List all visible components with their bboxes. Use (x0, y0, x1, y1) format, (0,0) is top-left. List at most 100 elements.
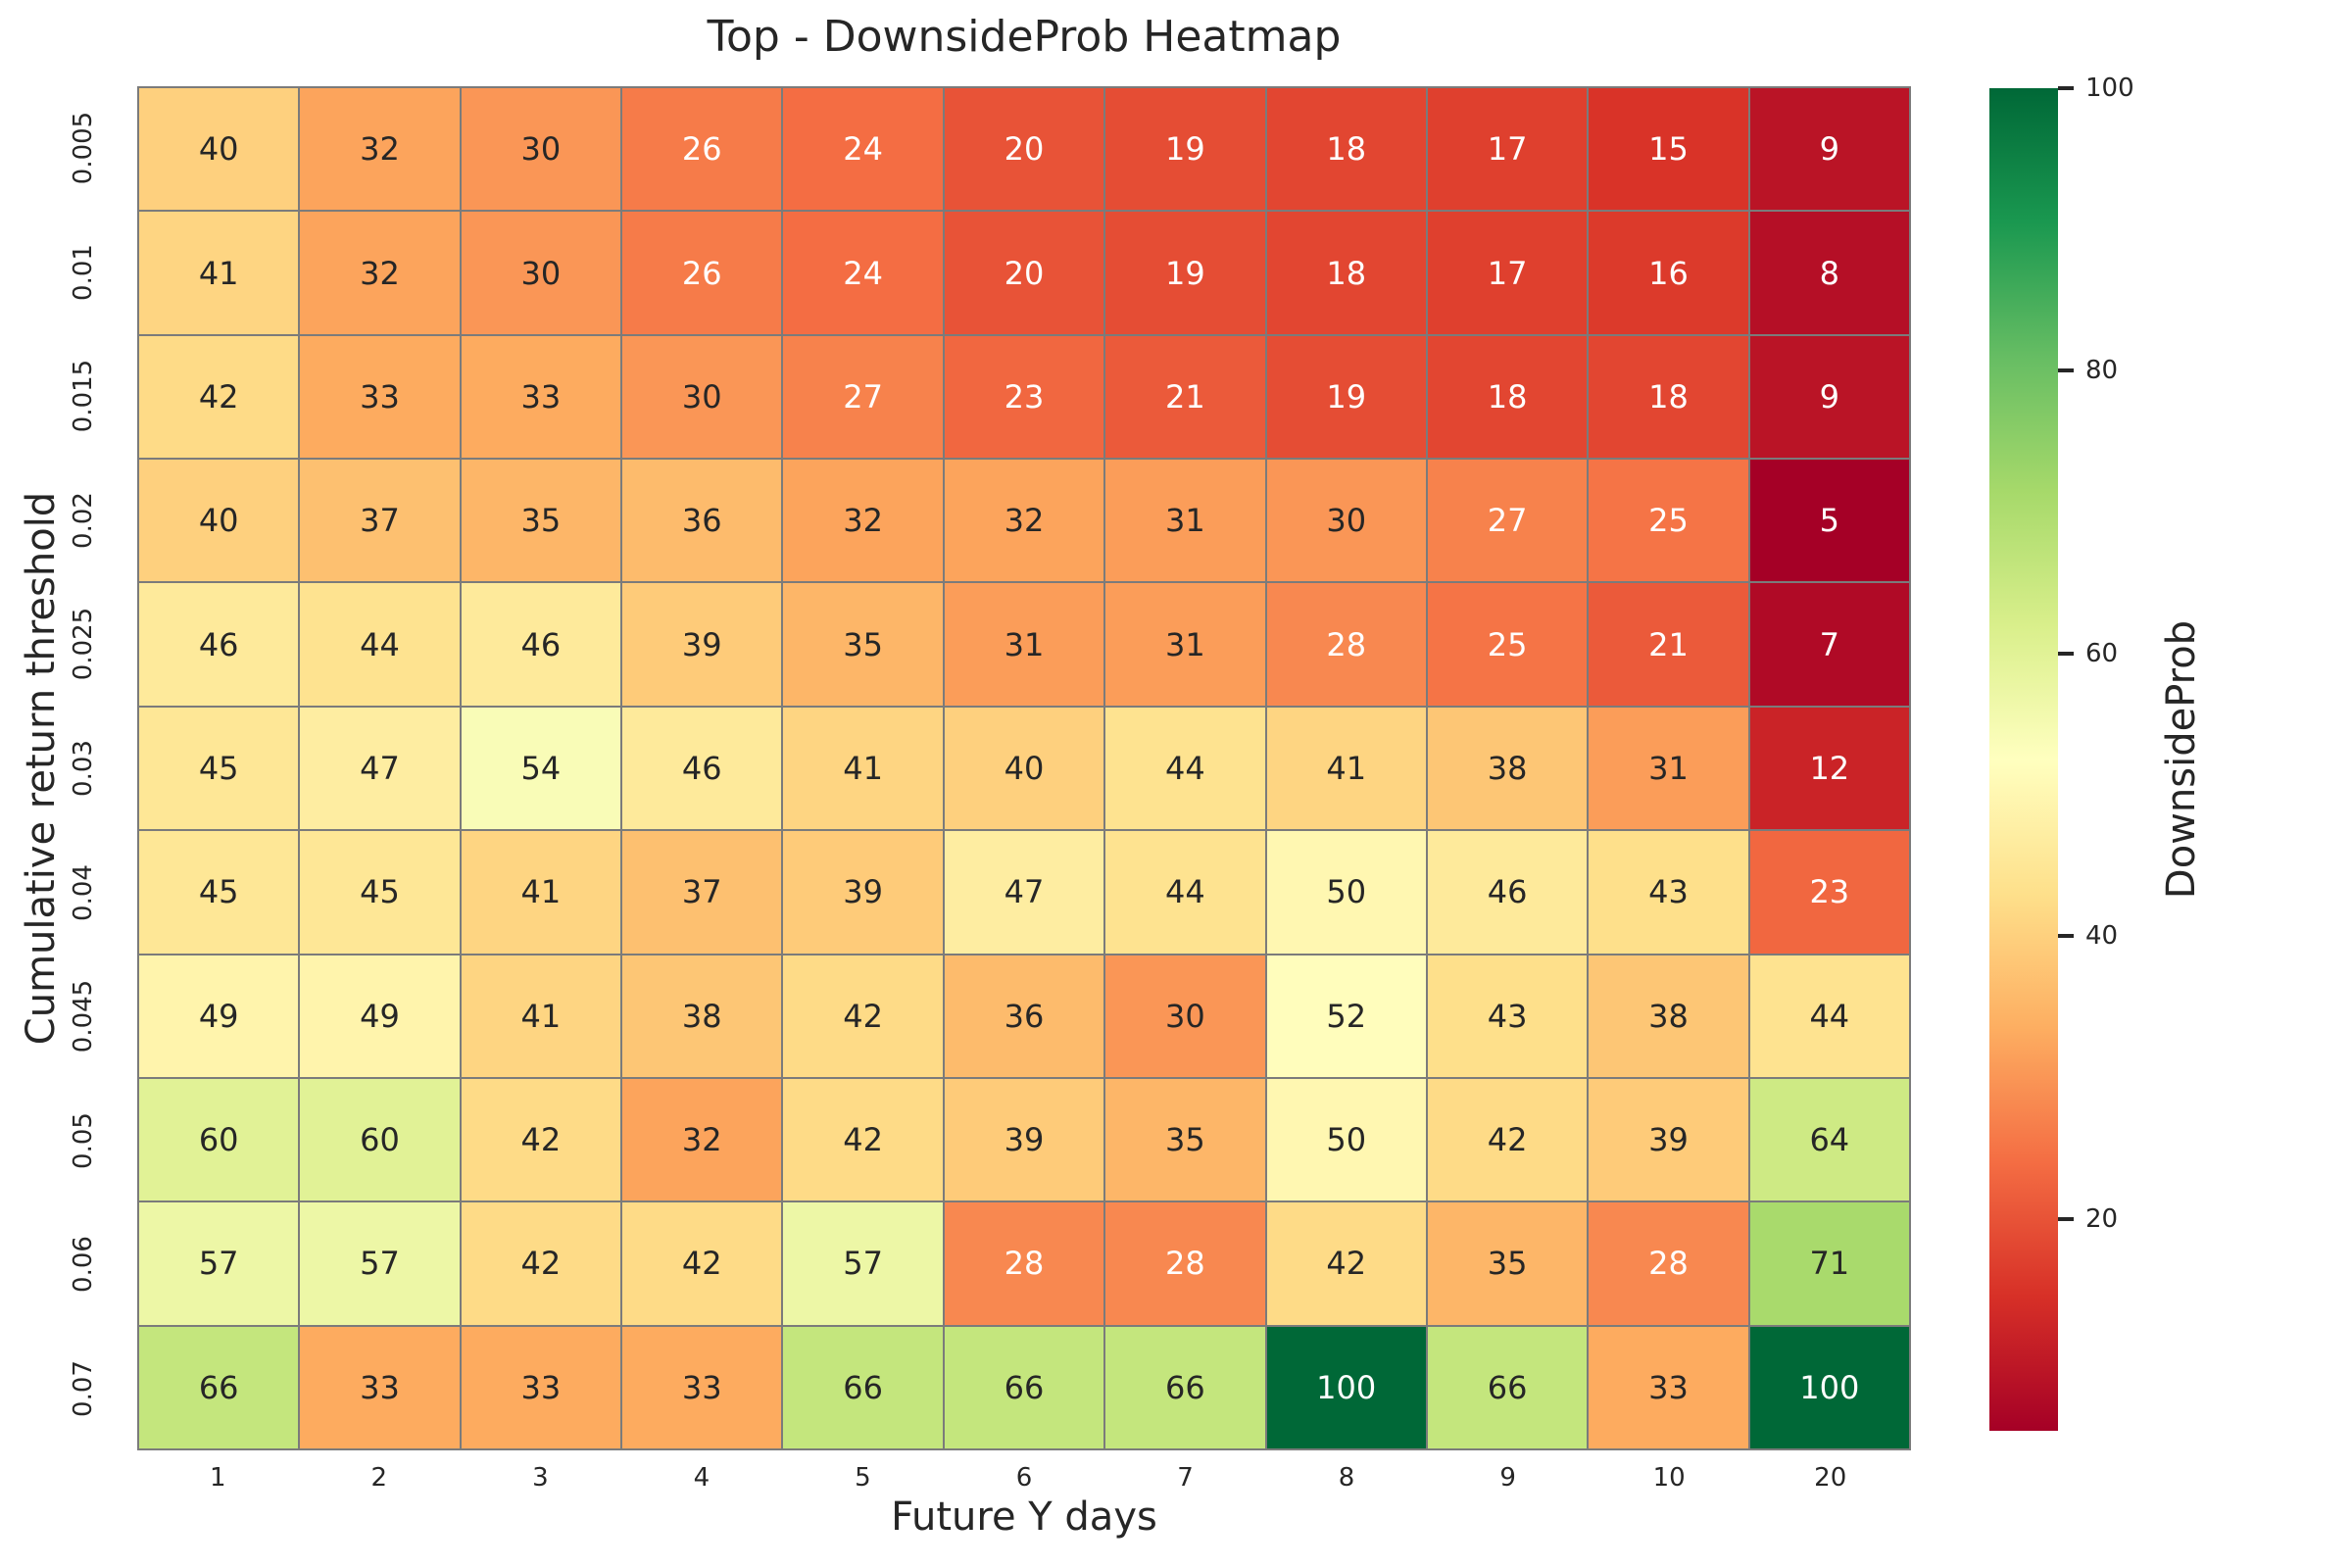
colorbar-tick (2058, 1216, 2074, 1221)
heatmap-cell: 44 (1105, 707, 1265, 830)
heatmap-cell: 57 (139, 1202, 299, 1325)
heatmap-cell: 36 (944, 955, 1104, 1077)
heatmap-cell: 42 (783, 1078, 943, 1201)
heatmap-cell: 49 (139, 955, 299, 1077)
heatmap-cell: 15 (1589, 88, 1748, 211)
heatmap-cell: 18 (1589, 335, 1748, 459)
heatmap-cell: 9 (1749, 88, 1909, 211)
heatmap-cell: 42 (1427, 1078, 1588, 1201)
heatmap-cell: 17 (1427, 88, 1588, 211)
heatmap-cell: 36 (622, 460, 782, 582)
heatmap-cell: 47 (300, 707, 460, 830)
heatmap-cell: 25 (1427, 583, 1588, 706)
heatmap-cell: 41 (461, 831, 621, 954)
heatmap-cell: 12 (1749, 707, 1909, 830)
heatmap-cell: 20 (944, 212, 1104, 334)
x-tick-label: 1 (209, 1463, 226, 1493)
heatmap-cell: 19 (1105, 212, 1265, 334)
heatmap-cell: 32 (944, 460, 1104, 582)
colorbar: 20 40 60 80 100 (1989, 74, 2134, 1431)
colorbar-tick (2058, 86, 2074, 90)
heatmap-cell: 39 (622, 583, 782, 706)
heatmap-cell: 38 (1427, 707, 1588, 830)
x-tick-label: 20 (1814, 1463, 1847, 1493)
heatmap-cell: 24 (783, 88, 943, 211)
colorbar-tick (2058, 368, 2074, 373)
y-tick-label: 0.03 (69, 740, 98, 797)
heatmap-cell: 42 (139, 335, 299, 459)
x-tick-label: 9 (1499, 1463, 1516, 1493)
heatmap-cell: 50 (1266, 1078, 1426, 1201)
heatmap-cell: 40 (944, 707, 1104, 830)
heatmap-cell: 18 (1266, 212, 1426, 334)
heatmap-cell: 28 (1266, 583, 1426, 706)
colorbar-tick-label: 20 (2085, 1203, 2119, 1234)
heatmap-cell: 71 (1749, 1202, 1909, 1325)
y-tick-label: 0.025 (69, 608, 98, 681)
heatmap-cell: 35 (461, 460, 621, 582)
heatmap-cell: 33 (300, 335, 460, 459)
x-tick-label: 10 (1652, 1463, 1686, 1493)
heatmap-cell: 19 (1105, 88, 1265, 211)
heatmap-cell: 46 (622, 707, 782, 830)
heatmap-cell: 25 (1589, 460, 1748, 582)
heatmap-grid: 40 32 30 26 24 20 19 18 17 15 9 41 32 30 26 24 20 19 18 17 1… (137, 86, 1911, 1450)
heatmap-cell: 26 (622, 88, 782, 211)
heatmap-cell: 60 (139, 1078, 299, 1201)
x-tick-label: 5 (855, 1463, 871, 1493)
heatmap-cell: 100 (1749, 1326, 1909, 1448)
heatmap-cell: 39 (1589, 1078, 1748, 1201)
heatmap-cell: 66 (944, 1326, 1104, 1448)
heatmap-cell: 40 (139, 460, 299, 582)
x-tick-label: 2 (370, 1463, 388, 1493)
heatmap-cell: 35 (1427, 1202, 1588, 1325)
heatmap-cell: 66 (1427, 1326, 1588, 1448)
heatmap-cell: 43 (1589, 831, 1748, 954)
colorbar-tick-label: 40 (2085, 921, 2119, 952)
heatmap-cell: 49 (300, 955, 460, 1077)
heatmap-cell: 100 (1266, 1326, 1426, 1448)
colorbar-tick-label: 100 (2085, 74, 2134, 103)
heatmap-cell: 30 (622, 335, 782, 459)
heatmap-cell: 39 (783, 831, 943, 954)
heatmap-cell: 30 (461, 88, 621, 211)
heatmap-cell: 42 (783, 955, 943, 1077)
colorbar-tick-label: 60 (2085, 638, 2119, 668)
heatmap-cell: 47 (944, 831, 1104, 954)
heatmap-cell: 37 (622, 831, 782, 954)
heatmap-cell: 33 (622, 1326, 782, 1448)
heatmap-cell: 46 (139, 583, 299, 706)
heatmap-cell: 26 (622, 212, 782, 334)
heatmap-cell: 20 (944, 88, 1104, 211)
heatmap-cell: 7 (1749, 583, 1909, 706)
heatmap-cell: 27 (1427, 460, 1588, 582)
heatmap-cell: 31 (944, 583, 1104, 706)
heatmap-cell: 33 (461, 1326, 621, 1448)
x-tick-label: 4 (693, 1463, 710, 1493)
heatmap-cell: 42 (461, 1202, 621, 1325)
heatmap-cell: 40 (139, 88, 299, 211)
heatmap-cell: 31 (1105, 460, 1265, 582)
heatmap-cell: 66 (783, 1326, 943, 1448)
heatmap-cell: 39 (944, 1078, 1104, 1201)
heatmap-cell: 8 (1749, 212, 1909, 334)
x-tick-label: 6 (1015, 1463, 1033, 1493)
heatmap-cell: 32 (300, 212, 460, 334)
colorbar-tick (2058, 651, 2074, 656)
heatmap-cell: 21 (1105, 335, 1265, 459)
heatmap-cell: 46 (461, 583, 621, 706)
heatmap-cell: 31 (1589, 707, 1748, 830)
heatmap-cell: 37 (300, 460, 460, 582)
heatmap-cell: 41 (783, 707, 943, 830)
heatmap-cell: 33 (300, 1326, 460, 1448)
heatmap-cell: 9 (1749, 335, 1909, 459)
heatmap-cell: 42 (461, 1078, 621, 1201)
colorbar-gradient (1989, 88, 2058, 1431)
x-tick-label: 8 (1338, 1463, 1355, 1493)
heatmap-cell: 46 (1427, 831, 1588, 954)
heatmap-cell: 32 (622, 1078, 782, 1201)
heatmap-cell: 17 (1427, 212, 1588, 334)
y-tick-label: 0.07 (69, 1359, 98, 1417)
heatmap-cell: 5 (1749, 460, 1909, 582)
